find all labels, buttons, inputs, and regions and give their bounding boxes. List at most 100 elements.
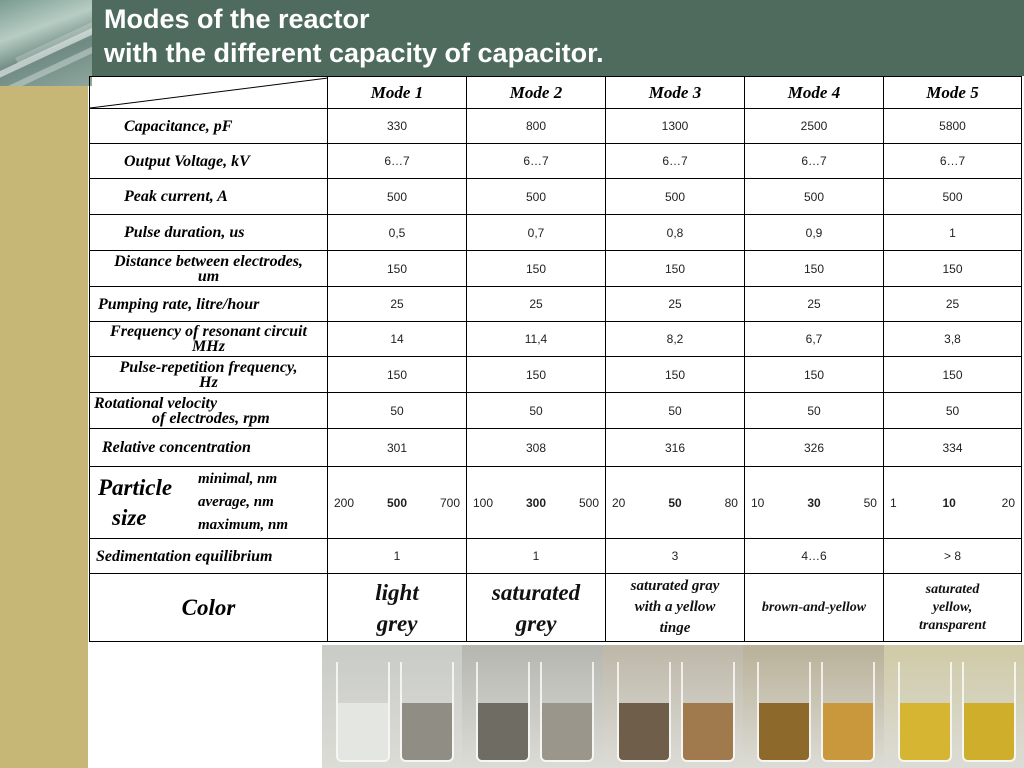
sublabel-maximum: maximum, nm [198,517,289,533]
color-line: yellow, [932,599,973,615]
row-label-line: Distance between electrodes, [114,252,303,270]
table-cell: 150 [605,250,745,287]
sedimentation-row: Sedimentation equilibrium 1 1 3 4…6 > 8 [89,538,1022,574]
table-cell: 5800 [883,108,1022,144]
sample-photo-mode-5 [883,645,1024,768]
color-line: with a yellow [634,599,716,615]
color-cell: saturated grey [466,573,606,642]
beaker-icon [400,662,454,762]
table-cell: 6…7 [605,143,745,179]
table-cell: 25 [466,286,606,322]
table-cell: 6,7 [744,321,884,357]
particle-avg: 50 [668,495,682,510]
table-row: Peak current, A 500 500 500 500 500 [89,178,1022,215]
table-row: Capacitance, pF 330 800 1300 2500 5800 [89,108,1022,144]
corner-cell [89,76,328,109]
particle-avg: 300 [525,495,547,510]
diagonal-line [90,77,327,108]
table-cell: 1300 [605,108,745,144]
table-cell: 6…7 [327,143,467,179]
color-line: grey [376,610,418,636]
table-cell: 50 [466,392,606,429]
color-cell: light grey [327,573,467,642]
table-cell: 0,8 [605,214,745,251]
beaker-icon [336,662,390,762]
table-cell: 150 [883,356,1022,393]
color-line: saturated [925,581,980,597]
table-cell: 50 [605,392,745,429]
table-cell: 0,5 [327,214,467,251]
table-cell: 500 [466,178,606,215]
table-cell: 150 [327,250,467,287]
row-label: Capacitance, pF [89,108,328,144]
table-cell: 14 [327,321,467,357]
table-cell: 150 [466,250,606,287]
particle-size-cell: 20 50 80 [605,466,745,539]
table-row: Relative concentration 301 308 316 326 3… [89,428,1022,467]
table-cell: 8,2 [605,321,745,357]
particle-min: 200 [334,495,355,510]
table-cell: 6…7 [744,143,884,179]
row-label-line: MHz [192,338,225,355]
table-cell: 6…7 [466,143,606,179]
mode-header: Mode 5 [883,76,1022,109]
left-accent-bar [0,86,88,768]
beaker-icon [961,662,1016,762]
color-line: tinge [659,620,691,636]
table-cell: 0,7 [466,214,606,251]
table-cell: 25 [605,286,745,322]
row-label: Sedimentation equilibrium [89,538,328,574]
table-row: Pulse-repetition frequency, Hz 150 150 1… [89,356,1022,393]
table-row: Pulse duration, us 0,5 0,7 0,8 0,9 1 [89,214,1022,251]
mode-header: Mode 1 [327,76,467,109]
particle-size-title-line: Particle [98,474,173,500]
table-cell: 500 [744,178,884,215]
row-label-line: Hz [199,373,218,391]
table-cell: 500 [327,178,467,215]
table-cell: 150 [466,356,606,393]
beaker-icon [897,662,952,762]
sample-photo-mode-3 [602,645,744,768]
color-cell: saturated gray with a yellow tinge [605,573,745,642]
sublabel-average: average, nm [198,494,274,510]
row-label: Peak current, A [89,178,328,215]
particle-min: 100 [473,495,494,510]
color-row: Color light grey saturated grey saturate… [89,573,1022,642]
particle-size-cell: 10 30 50 [744,466,884,539]
particle-max: 700 [439,495,460,510]
table-row: Distance between electrodes, um 150 150 … [89,250,1022,287]
particle-size-row: Particle size minimal, nm average, nm ma… [89,466,1022,539]
table-cell: 50 [327,392,467,429]
sample-photo-mode-4 [743,645,884,768]
table-cell: 3,8 [883,321,1022,357]
particle-min: 20 [612,495,626,510]
sample-photo-mode-2 [462,645,603,768]
mode-header: Mode 2 [466,76,606,109]
color-line: light [375,579,419,605]
table-row: Output Voltage, kV 6…7 6…7 6…7 6…7 6…7 [89,143,1022,179]
beaker-icon [540,662,595,762]
row-label-line: Pulse-repetition frequency, [119,358,298,376]
particle-max: 500 [578,495,599,510]
particle-max: 20 [1001,495,1015,510]
beaker-icon [821,662,876,762]
table-cell: 301 [327,428,467,467]
mode-header: Mode 4 [744,76,884,109]
table-cell: 334 [883,428,1022,467]
table-cell: 0,9 [744,214,884,251]
table-cell: 2500 [744,108,884,144]
title-bar [92,0,1024,76]
table-cell: 800 [466,108,606,144]
table-cell: 150 [605,356,745,393]
table-cell: 500 [605,178,745,215]
particle-size-title-line: size [112,504,147,530]
sample-photos-strip [322,645,1024,768]
table-cell: 330 [327,108,467,144]
row-label-line: Rotational velocity [94,394,218,412]
color-cell: brown-and-yellow [744,573,884,642]
modes-table: Mode 1 Mode 2 Mode 3 Mode 4 Mode 5 Capac… [89,76,1022,642]
table-cell: 25 [883,286,1022,322]
particle-size-label: Particle size minimal, nm average, nm ma… [89,466,328,539]
particle-avg: 500 [386,495,408,510]
particle-max: 80 [724,495,738,510]
